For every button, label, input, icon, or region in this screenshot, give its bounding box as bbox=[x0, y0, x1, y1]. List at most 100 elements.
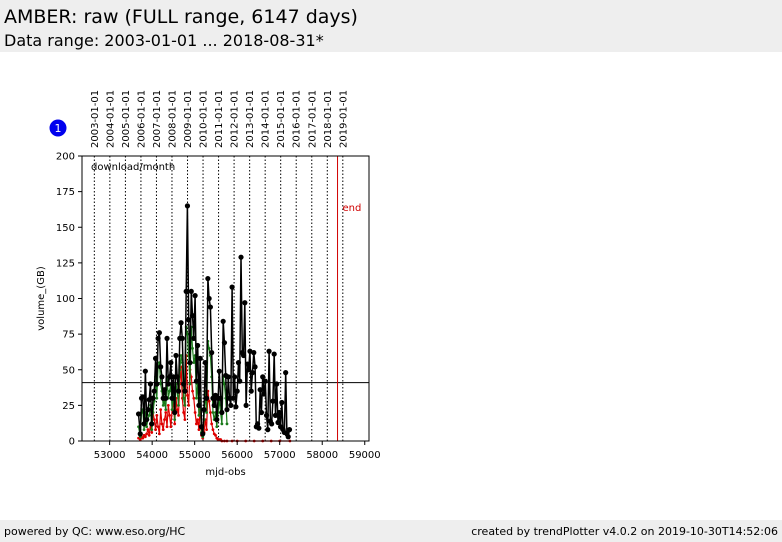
data-point bbox=[152, 355, 159, 361]
data-point bbox=[179, 354, 183, 357]
y-tick-label: 125 bbox=[56, 258, 75, 269]
data-point bbox=[166, 374, 173, 380]
data-point bbox=[165, 381, 171, 387]
data-point bbox=[173, 418, 177, 422]
data-point bbox=[168, 389, 171, 393]
data-point bbox=[192, 293, 198, 299]
data-point bbox=[186, 332, 189, 336]
data-point bbox=[209, 350, 215, 356]
data-point bbox=[187, 403, 191, 407]
data-point bbox=[147, 433, 151, 437]
y-tick-label: 150 bbox=[56, 223, 75, 234]
data-point bbox=[154, 381, 160, 387]
data-point bbox=[155, 396, 159, 400]
year-marker-label: 2018-01-01 bbox=[323, 90, 334, 148]
data-point bbox=[186, 317, 192, 323]
data-point bbox=[202, 360, 208, 366]
year-marker-label: 2014-01-01 bbox=[261, 90, 272, 148]
data-point bbox=[168, 360, 174, 366]
year-marker-label: 2007-01-01 bbox=[152, 90, 163, 148]
data-point bbox=[260, 374, 266, 380]
data-point bbox=[251, 350, 257, 356]
data-point bbox=[150, 395, 156, 401]
data-point bbox=[194, 422, 198, 426]
data-point bbox=[161, 428, 165, 431]
data-point bbox=[146, 428, 150, 431]
data-point bbox=[262, 378, 268, 384]
data-point bbox=[186, 394, 189, 397]
data-point bbox=[255, 421, 261, 427]
data-point bbox=[184, 203, 191, 209]
data-point bbox=[161, 387, 168, 393]
data-point bbox=[237, 378, 243, 384]
data-point bbox=[172, 409, 178, 416]
data-point bbox=[238, 254, 244, 260]
data-point bbox=[198, 424, 205, 430]
x-tick-label: 55000 bbox=[179, 450, 211, 461]
data-point bbox=[215, 425, 219, 429]
data-point bbox=[242, 300, 248, 306]
data-point bbox=[235, 360, 242, 366]
data-point bbox=[169, 395, 175, 401]
year-marker-label: 2004-01-01 bbox=[105, 90, 116, 148]
data-point bbox=[150, 428, 154, 431]
data-point bbox=[175, 408, 179, 412]
data-point bbox=[142, 428, 146, 431]
data-point bbox=[192, 396, 196, 400]
data-point bbox=[205, 411, 208, 414]
data-point bbox=[219, 409, 225, 416]
data-point bbox=[246, 367, 252, 373]
data-point bbox=[159, 408, 163, 412]
data-point bbox=[144, 417, 150, 423]
data-point bbox=[174, 374, 180, 380]
data-point bbox=[193, 378, 199, 384]
data-point bbox=[195, 342, 201, 349]
y-tick-label: 50 bbox=[62, 365, 75, 376]
data-point bbox=[229, 284, 235, 290]
data-point bbox=[279, 399, 285, 406]
data-point bbox=[182, 411, 186, 414]
y-tick-label: 100 bbox=[56, 294, 75, 305]
data-point bbox=[220, 318, 226, 324]
footer-credit-link[interactable]: powered by QC: www.eso.org/HC bbox=[4, 525, 186, 538]
data-point bbox=[168, 413, 171, 417]
data-range-subtitle: Data range: 2003-01-01 ... 2018-08-31* bbox=[4, 31, 324, 50]
data-point bbox=[164, 411, 168, 414]
data-point bbox=[263, 412, 270, 418]
data-point bbox=[258, 409, 265, 416]
year-marker-label: 2008-01-01 bbox=[167, 90, 178, 148]
data-point bbox=[189, 313, 196, 319]
year-marker-label: 2012-01-01 bbox=[230, 90, 241, 148]
data-point bbox=[163, 418, 166, 422]
data-point bbox=[170, 408, 174, 412]
data-point bbox=[192, 361, 196, 365]
data-point bbox=[233, 404, 239, 410]
data-point bbox=[196, 402, 202, 408]
info-badge-icon[interactable] bbox=[49, 119, 67, 137]
y-tick-label: 200 bbox=[56, 152, 75, 163]
y-tick-label: 0 bbox=[69, 437, 75, 448]
data-point bbox=[181, 381, 187, 387]
data-point bbox=[170, 374, 177, 380]
data-point bbox=[266, 348, 272, 354]
x-axis-label: mjd-obs bbox=[205, 467, 245, 478]
data-point bbox=[169, 425, 173, 429]
data-point bbox=[272, 412, 279, 418]
data-point bbox=[142, 368, 148, 374]
data-point bbox=[203, 395, 210, 401]
data-point bbox=[173, 352, 179, 359]
data-point bbox=[145, 432, 149, 436]
data-point bbox=[183, 288, 189, 294]
data-point bbox=[211, 428, 215, 431]
data-point bbox=[225, 422, 229, 426]
data-point bbox=[150, 431, 154, 434]
year-marker-label: 2019-01-01 bbox=[338, 90, 349, 148]
data-point bbox=[166, 403, 170, 407]
data-point bbox=[286, 427, 293, 433]
y-tick-label: 25 bbox=[62, 401, 75, 412]
data-point bbox=[191, 346, 194, 350]
data-point bbox=[261, 391, 267, 397]
year-marker-label: 2006-01-01 bbox=[136, 90, 147, 148]
data-point bbox=[155, 335, 161, 341]
data-point bbox=[193, 411, 197, 414]
